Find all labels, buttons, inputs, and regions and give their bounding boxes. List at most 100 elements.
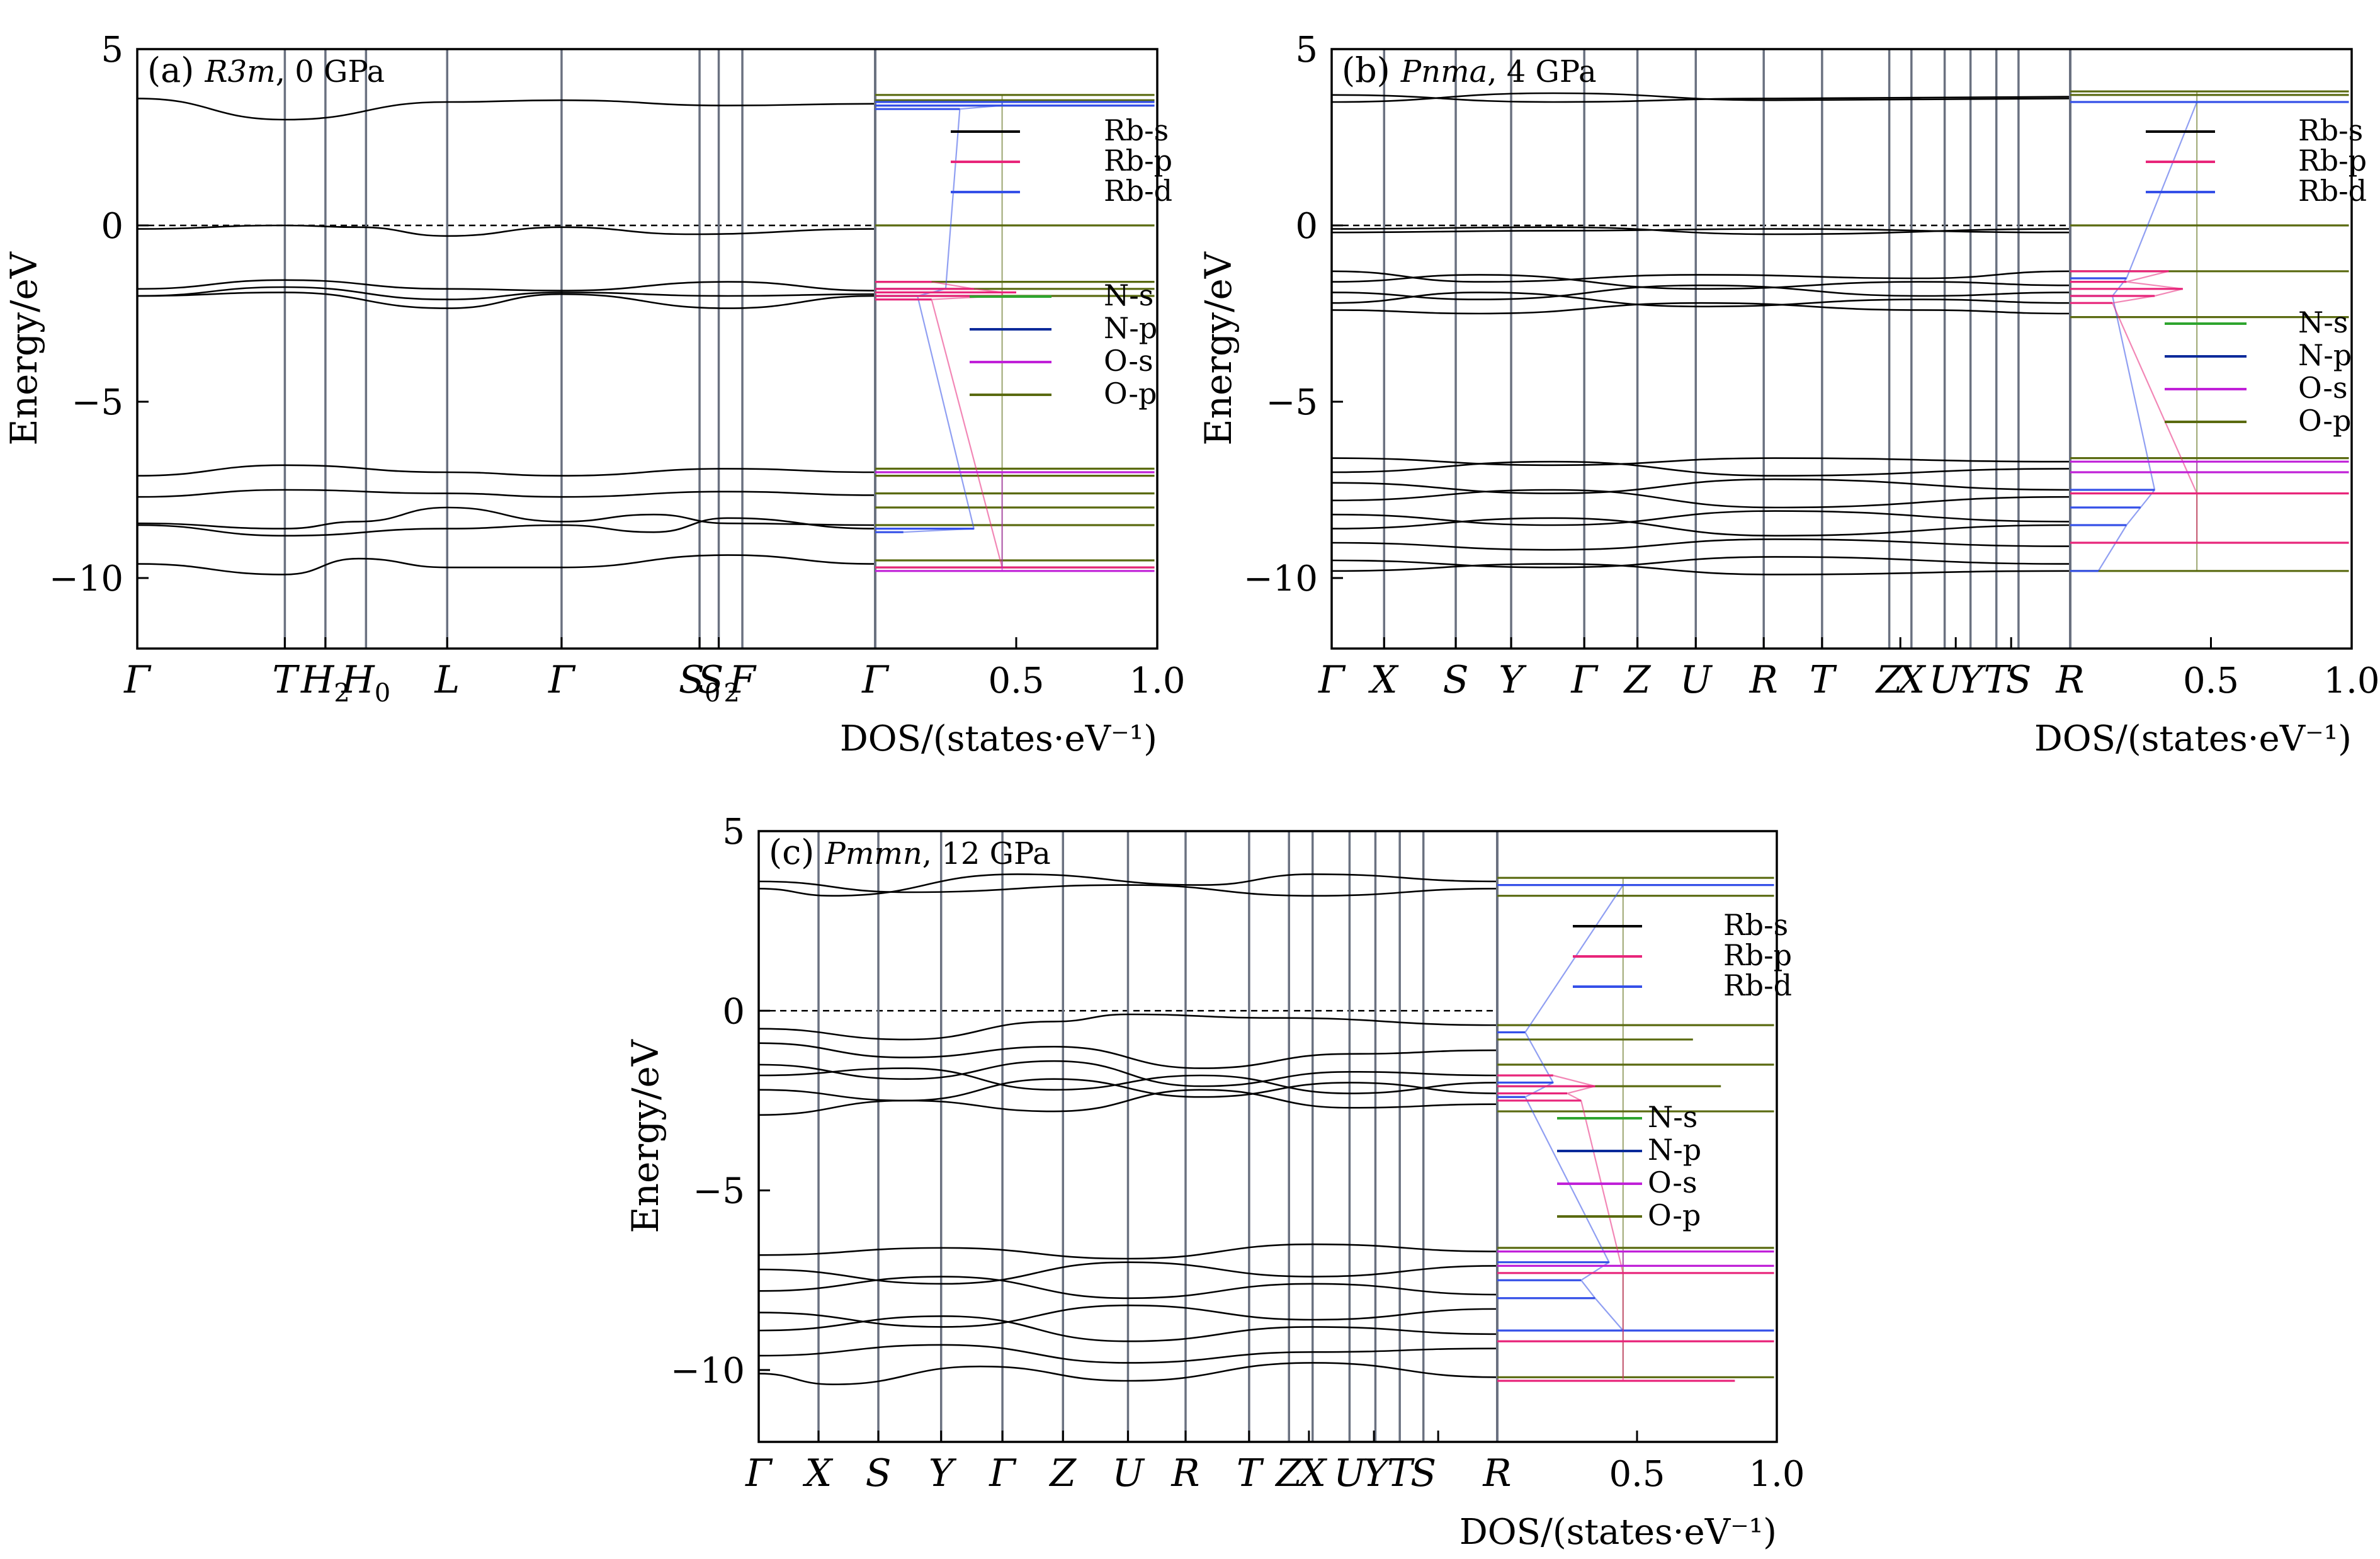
panel-label-pressure: , 12 GPa — [922, 836, 1051, 871]
band-line — [759, 1304, 1498, 1328]
k-point-label: Γ — [1570, 658, 1599, 702]
y-tick-label: 5 — [722, 812, 745, 853]
y-tick-label: 0 — [1295, 206, 1318, 247]
k-point-label: R — [1749, 658, 1778, 702]
dos-x-tick-label: 0.5 — [2183, 660, 2239, 701]
k-point-subscript: 0 — [375, 679, 390, 708]
k-point-label: U — [1929, 658, 1962, 702]
panel-label-phase: Pmmn — [825, 836, 922, 871]
panel-label-pressure: , 0 GPa — [276, 54, 385, 89]
legend-label: O-s — [1648, 1165, 1697, 1199]
k-point-label: T — [272, 658, 300, 702]
k-point-label: Z — [1048, 1451, 1077, 1495]
band-line — [137, 224, 876, 237]
y-tick-label: 5 — [101, 30, 123, 71]
band-line — [1332, 510, 2071, 526]
band-line — [759, 1344, 1498, 1364]
band-line — [1332, 270, 2071, 283]
k-point-label: X — [803, 1451, 834, 1495]
y-tick-label: −5 — [71, 382, 123, 423]
k-point-label: R — [2055, 658, 2084, 702]
k-point-label: S0 — [679, 658, 721, 708]
panel-label: (c) Pmmn, 12 GPa — [769, 832, 1051, 872]
k-point-label: S — [2005, 658, 2031, 702]
k-point-label: T — [1984, 658, 2012, 702]
legend-label: Rb-d — [2298, 174, 2367, 208]
legend-label: Rb-d — [1104, 174, 1172, 208]
dos-curve-Rb-d — [903, 102, 1003, 533]
band-line — [759, 1089, 1498, 1116]
plot-frame — [136, 48, 1159, 650]
y-tick-label: −5 — [693, 1171, 745, 1212]
dos-x-tick-label: 1.0 — [1748, 1454, 1805, 1495]
dos-curve-Rb-p — [1553, 1074, 1624, 1381]
dos-curve-Rb-p — [931, 281, 1003, 568]
band-line — [1332, 460, 2071, 477]
band-line — [1332, 94, 2071, 103]
band-line — [137, 286, 876, 300]
y-tick-label: −10 — [49, 558, 123, 599]
legend-label: Rb-d — [1723, 968, 1792, 1002]
k-point-label: R — [1170, 1451, 1199, 1495]
band-line — [1332, 284, 2071, 300]
band-line — [1332, 489, 2071, 509]
k-point-label: Γ — [1318, 658, 1346, 702]
band-line — [1332, 517, 2071, 537]
k-point-label: S — [1410, 1451, 1436, 1495]
k-point-label: U — [1680, 658, 1713, 702]
k-point-label: R — [1482, 1451, 1511, 1495]
k-point-label: Γ — [548, 658, 576, 702]
dos-x-axis-label: DOS/(states·eV⁻¹) — [2034, 718, 2352, 759]
y-tick-label: 5 — [1295, 30, 1318, 71]
dos-x-tick-label: 1.0 — [1129, 660, 1185, 701]
band-line — [137, 292, 876, 309]
panel-label-pressure: , 4 GPa — [1487, 54, 1596, 89]
k-point-label: U — [1112, 1451, 1145, 1495]
band-line — [137, 517, 876, 537]
band-line — [759, 1067, 1498, 1094]
dos-x-tick-label: 0.5 — [988, 660, 1044, 701]
k-point-label: H0 — [341, 658, 390, 708]
dos-x-axis-label: DOS/(states·eV⁻¹) — [840, 718, 1157, 759]
legend-label: N-s — [1648, 1100, 1697, 1134]
k-point-label: Γ — [861, 658, 890, 702]
band-line — [137, 554, 876, 575]
k-point-label: L — [434, 658, 460, 702]
k-point-label: S — [865, 1451, 891, 1495]
legend-label: N-p — [1648, 1133, 1701, 1167]
k-point-label: T — [1810, 658, 1837, 702]
k-point-label: T — [1237, 1451, 1264, 1495]
legend-label: O-p — [1648, 1198, 1701, 1232]
band-line — [1332, 457, 2071, 467]
k-point-label: Z — [1875, 658, 1903, 702]
legend-label: N-s — [2298, 305, 2348, 339]
panel-label-prefix: (a) — [147, 50, 205, 90]
k-point-label: Z — [1274, 1451, 1303, 1495]
y-tick-label: −5 — [1266, 382, 1318, 423]
dos — [1497, 876, 1774, 1382]
band-line — [759, 1060, 1498, 1087]
band-line — [1332, 556, 2071, 569]
k-point-subscript: 0 — [705, 679, 720, 708]
y-tick-label: −10 — [1244, 558, 1318, 599]
bands — [759, 873, 1498, 1386]
band-line — [1332, 538, 2071, 551]
panel-label-prefix: (b) — [1342, 50, 1401, 90]
k-point-label: Y — [1363, 1451, 1391, 1495]
legend-label: Rb-s — [1104, 113, 1169, 147]
band-line — [1332, 478, 2071, 494]
k-point-label: X — [1296, 1451, 1327, 1495]
dos-x-axis-label: DOS/(states·eV⁻¹) — [1459, 1512, 1777, 1553]
legend-label: N-p — [1104, 311, 1157, 345]
k-point-label: F — [728, 658, 757, 702]
bands — [137, 98, 876, 575]
legend-label: N-s — [1104, 278, 1153, 312]
k-point-subscript: 2 — [334, 679, 349, 708]
legend-label: Rb-p — [1723, 938, 1792, 972]
band-line — [759, 1042, 1498, 1069]
legend-label: N-p — [2298, 338, 2352, 372]
